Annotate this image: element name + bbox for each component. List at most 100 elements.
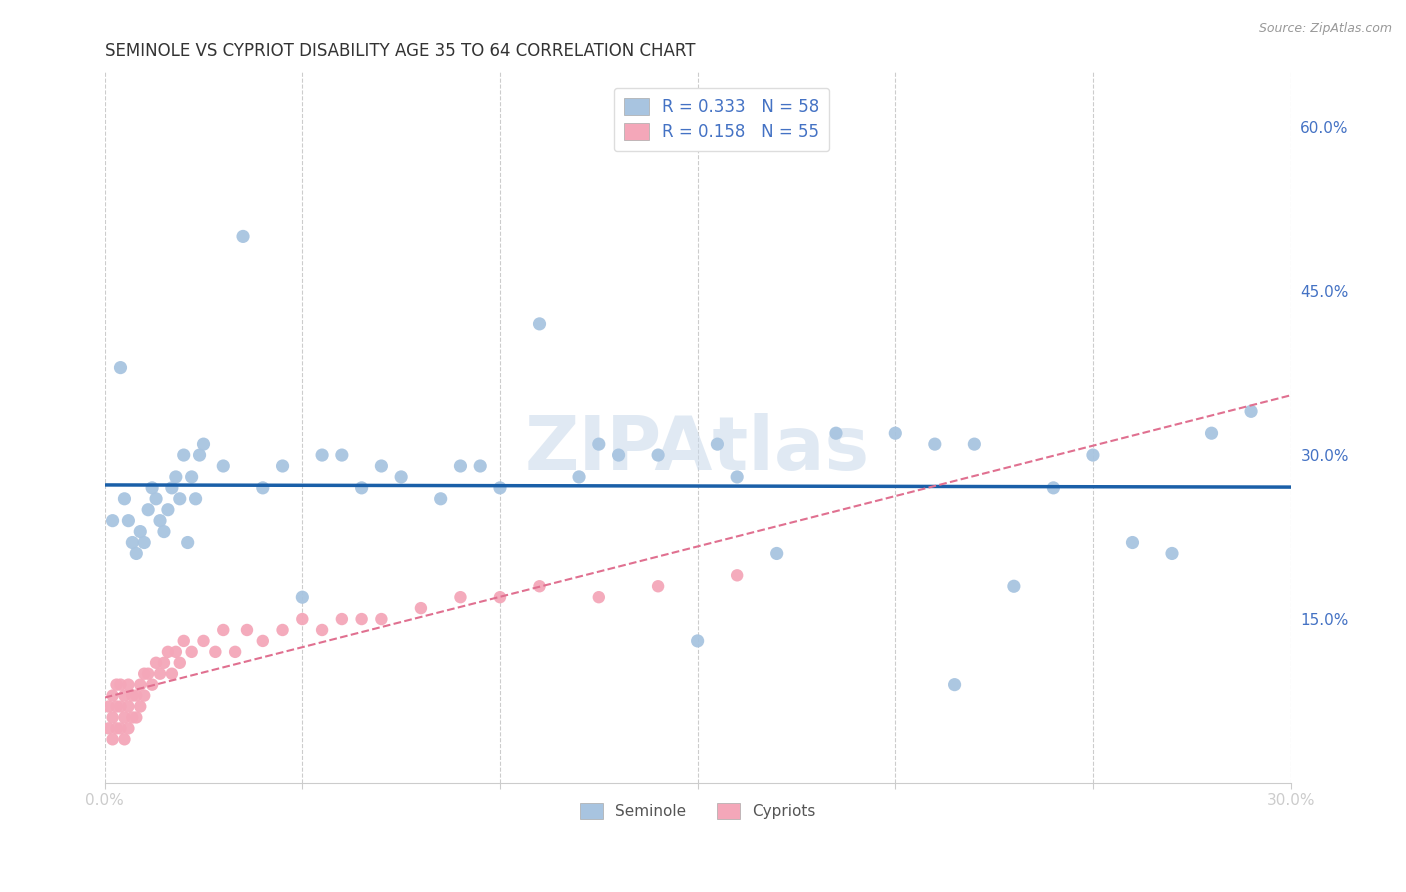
Point bbox=[149, 514, 172, 528]
Point bbox=[825, 426, 848, 441]
Point bbox=[173, 448, 195, 462]
Point bbox=[449, 590, 471, 604]
Point bbox=[156, 645, 179, 659]
Point bbox=[110, 678, 132, 692]
Point bbox=[1121, 535, 1143, 549]
Point bbox=[449, 458, 471, 473]
Point bbox=[101, 514, 124, 528]
Point bbox=[125, 689, 148, 703]
Point bbox=[204, 645, 226, 659]
Point bbox=[121, 710, 143, 724]
Point bbox=[180, 470, 202, 484]
Point bbox=[105, 678, 128, 692]
Point bbox=[121, 535, 143, 549]
Point bbox=[607, 448, 630, 462]
Point bbox=[101, 689, 124, 703]
Point bbox=[165, 470, 187, 484]
Point bbox=[117, 699, 139, 714]
Point bbox=[184, 491, 207, 506]
Point bbox=[134, 666, 156, 681]
Point bbox=[291, 590, 314, 604]
Point bbox=[470, 458, 492, 473]
Point bbox=[160, 666, 183, 681]
Point bbox=[884, 426, 907, 441]
Point bbox=[193, 437, 215, 451]
Point bbox=[647, 579, 669, 593]
Point bbox=[311, 448, 333, 462]
Point bbox=[169, 656, 191, 670]
Point bbox=[1081, 448, 1104, 462]
Point bbox=[110, 722, 132, 736]
Point bbox=[169, 491, 191, 506]
Legend: Seminole, Cypriots: Seminole, Cypriots bbox=[574, 797, 821, 825]
Point bbox=[271, 623, 294, 637]
Point bbox=[765, 546, 787, 560]
Point bbox=[706, 437, 728, 451]
Point bbox=[568, 470, 591, 484]
Point bbox=[105, 722, 128, 736]
Point bbox=[156, 502, 179, 516]
Point bbox=[160, 481, 183, 495]
Point bbox=[647, 448, 669, 462]
Point bbox=[110, 699, 132, 714]
Point bbox=[429, 491, 451, 506]
Point bbox=[117, 514, 139, 528]
Point bbox=[134, 535, 156, 549]
Text: Source: ZipAtlas.com: Source: ZipAtlas.com bbox=[1258, 22, 1392, 36]
Point bbox=[129, 524, 152, 539]
Text: ZIPAtlas: ZIPAtlas bbox=[524, 413, 870, 485]
Point bbox=[529, 579, 551, 593]
Point bbox=[136, 666, 159, 681]
Point bbox=[588, 590, 610, 604]
Point bbox=[409, 601, 432, 615]
Point bbox=[114, 689, 136, 703]
Point bbox=[173, 634, 195, 648]
Point bbox=[136, 502, 159, 516]
Point bbox=[725, 568, 748, 582]
Point bbox=[686, 634, 709, 648]
Point bbox=[224, 645, 246, 659]
Point bbox=[232, 229, 254, 244]
Point bbox=[489, 590, 512, 604]
Point bbox=[125, 546, 148, 560]
Point bbox=[529, 317, 551, 331]
Point bbox=[1201, 426, 1223, 441]
Point bbox=[212, 458, 235, 473]
Point bbox=[153, 656, 176, 670]
Point bbox=[101, 710, 124, 724]
Point bbox=[311, 623, 333, 637]
Text: SEMINOLE VS CYPRIOT DISABILITY AGE 35 TO 64 CORRELATION CHART: SEMINOLE VS CYPRIOT DISABILITY AGE 35 TO… bbox=[104, 42, 695, 60]
Point bbox=[370, 612, 392, 626]
Point bbox=[350, 481, 373, 495]
Point bbox=[110, 360, 132, 375]
Point bbox=[101, 732, 124, 747]
Point bbox=[114, 710, 136, 724]
Point bbox=[370, 458, 392, 473]
Point bbox=[1161, 546, 1184, 560]
Point bbox=[588, 437, 610, 451]
Point bbox=[236, 623, 259, 637]
Point bbox=[489, 481, 512, 495]
Point bbox=[252, 634, 274, 648]
Point bbox=[291, 612, 314, 626]
Point bbox=[180, 645, 202, 659]
Point bbox=[129, 699, 152, 714]
Point bbox=[330, 612, 353, 626]
Point bbox=[271, 458, 294, 473]
Point bbox=[97, 722, 120, 736]
Point bbox=[141, 481, 163, 495]
Point bbox=[725, 470, 748, 484]
Point bbox=[153, 524, 176, 539]
Point bbox=[1042, 481, 1064, 495]
Point bbox=[924, 437, 946, 451]
Point bbox=[134, 689, 156, 703]
Point bbox=[165, 645, 187, 659]
Point bbox=[145, 656, 167, 670]
Point bbox=[114, 491, 136, 506]
Point bbox=[121, 689, 143, 703]
Point bbox=[943, 678, 966, 692]
Point bbox=[252, 481, 274, 495]
Point bbox=[330, 448, 353, 462]
Point bbox=[125, 710, 148, 724]
Point bbox=[212, 623, 235, 637]
